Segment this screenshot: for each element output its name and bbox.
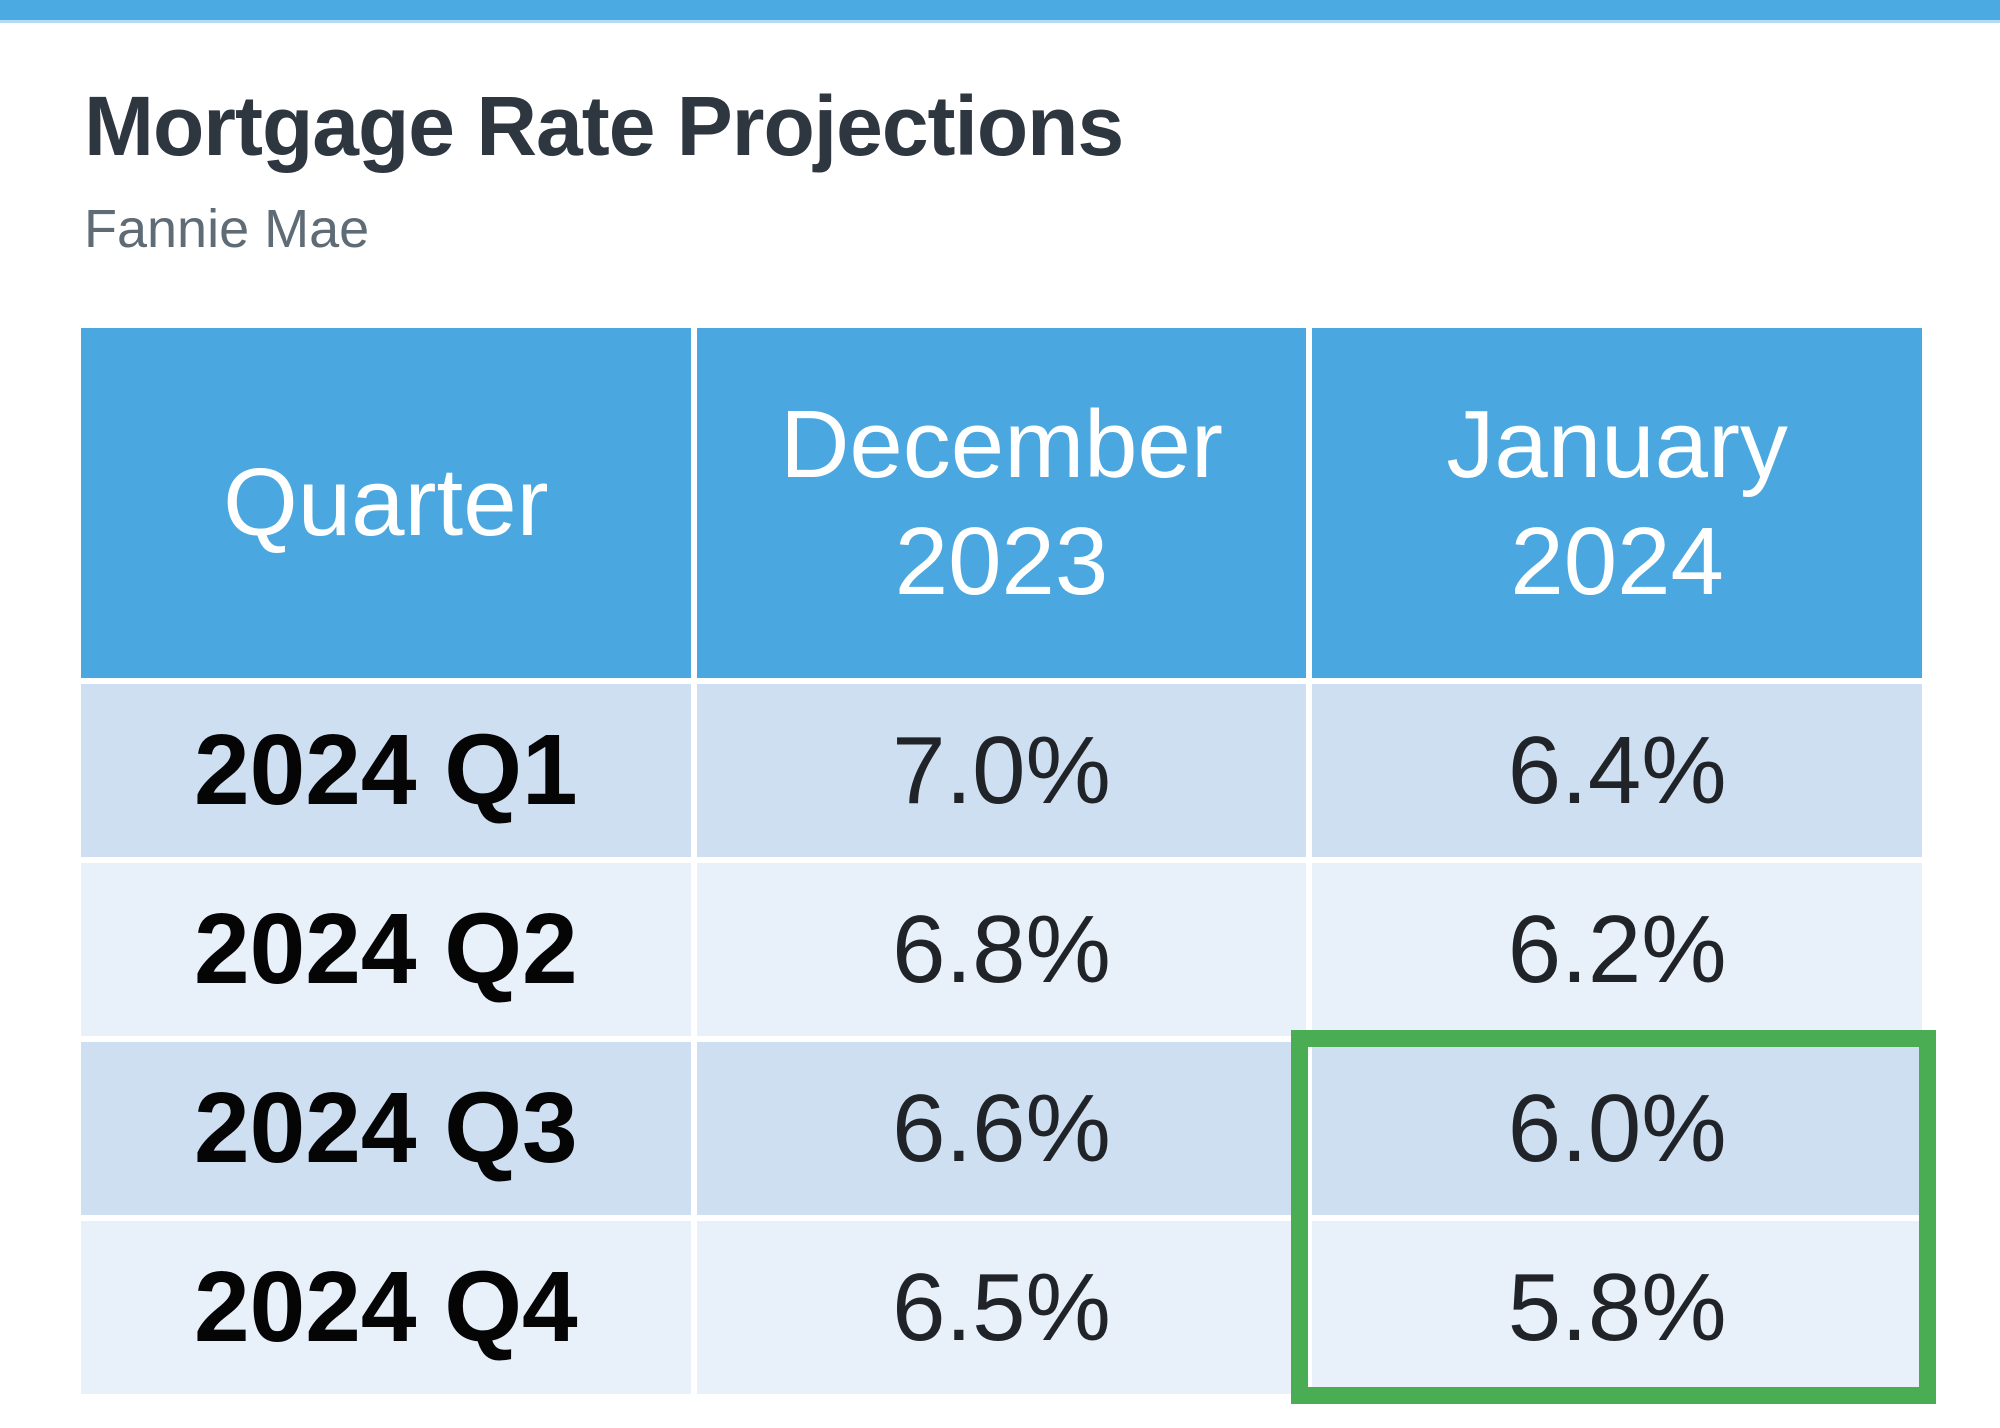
- quarter-cell: 2024 Q3: [81, 1042, 691, 1215]
- rate-cell-jan: 6.4%: [1312, 684, 1922, 857]
- quarter-cell: 2024 Q2: [81, 863, 691, 1036]
- rate-cell-dec: 6.6%: [696, 1042, 1307, 1215]
- rate-cell-dec: 6.8%: [696, 863, 1307, 1036]
- page-subtitle: Fannie Mae: [84, 199, 370, 259]
- rate-cell-dec: 7.0%: [696, 684, 1307, 857]
- quarter-cell: 2024 Q1: [81, 684, 691, 857]
- header-cell-quarter: Quarter: [81, 328, 691, 678]
- rate-cell-jan: 5.8%: [1312, 1221, 1922, 1394]
- header-cell-january-2024: January 2024: [1312, 328, 1922, 678]
- header-line: January: [1446, 390, 1788, 498]
- header-line: Quarter: [223, 449, 549, 557]
- header-line: December: [780, 390, 1223, 498]
- rate-cell-jan: 6.0%: [1312, 1042, 1922, 1215]
- header-line: 2023: [894, 508, 1109, 615]
- header-cell-december-2023: December 2023: [696, 328, 1307, 678]
- rate-cell-jan: 6.2%: [1312, 863, 1922, 1036]
- quarter-cell: 2024 Q4: [81, 1221, 691, 1394]
- page-title: Mortgage Rate Projections: [84, 79, 1124, 173]
- header-line: 2024: [1510, 508, 1724, 615]
- top-accent-bar: [0, 0, 2000, 23]
- rate-cell-dec: 6.5%: [696, 1221, 1307, 1394]
- mortgage-rate-table: Quarter December 2023 January 2024 2024 …: [81, 328, 1922, 1394]
